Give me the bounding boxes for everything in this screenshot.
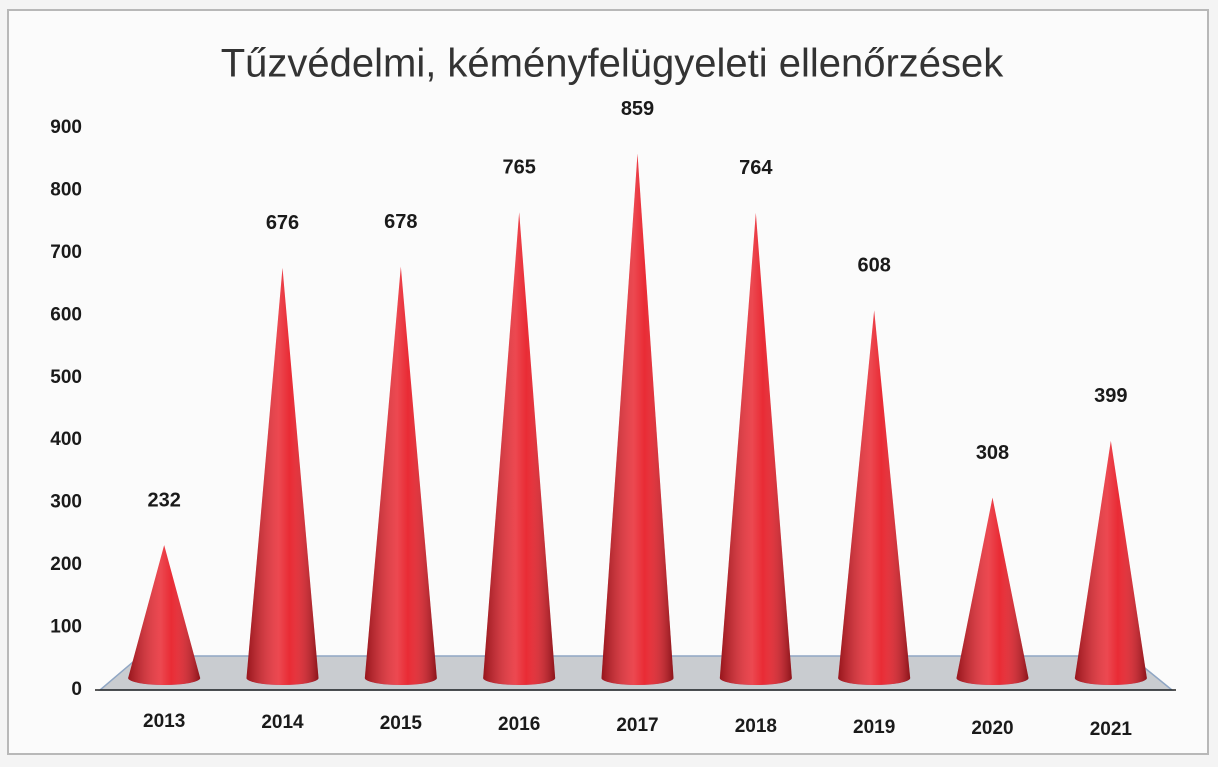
x-tick-label: 2019 <box>853 717 895 738</box>
x-tick-label: 2021 <box>1090 719 1133 740</box>
value-label: 399 <box>1094 385 1127 407</box>
y-tick-label: 300 <box>50 492 82 513</box>
cone-shade <box>838 310 911 685</box>
y-tick-label: 600 <box>50 304 82 325</box>
y-tick-label: 400 <box>50 429 82 450</box>
cone-shade <box>719 212 792 685</box>
cone-shade <box>483 212 556 686</box>
y-tick-label: 700 <box>50 242 82 263</box>
cone-shade <box>246 267 319 685</box>
cone-shade <box>364 266 437 685</box>
value-label: 232 <box>147 489 180 511</box>
y-tick-label: 200 <box>50 554 82 575</box>
x-tick-label: 2017 <box>616 715 658 736</box>
y-tick-label: 500 <box>50 367 82 388</box>
value-label: 608 <box>857 255 890 277</box>
value-label: 765 <box>502 157 535 179</box>
value-label: 764 <box>739 157 773 179</box>
y-tick-label: 800 <box>50 179 82 200</box>
x-tick-label: 2016 <box>498 714 540 735</box>
x-tick-label: 2015 <box>380 713 423 734</box>
x-tick-label: 2018 <box>735 716 777 737</box>
value-label: 678 <box>384 211 417 233</box>
y-tick-label: 100 <box>50 617 82 638</box>
x-tick-label: 2013 <box>143 711 185 732</box>
cone-shade <box>601 153 674 685</box>
value-label: 859 <box>621 98 654 120</box>
x-tick-label: 2020 <box>971 718 1013 739</box>
y-tick-label: 0 <box>71 679 82 700</box>
chart-title: Tűzvédelmi, kéményfelügyeleti ellenőrzés… <box>221 42 1005 86</box>
x-tick-label: 2014 <box>261 712 304 733</box>
value-label: 308 <box>976 442 1009 464</box>
cone-shade <box>128 545 201 685</box>
y-tick-label: 900 <box>50 117 82 138</box>
cone-shade <box>956 497 1029 685</box>
value-label: 676 <box>266 212 299 234</box>
cone-shade <box>1074 440 1147 685</box>
